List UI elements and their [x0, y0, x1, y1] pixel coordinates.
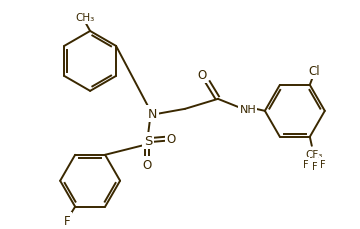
Text: CF₃: CF₃: [305, 149, 323, 159]
Text: O: O: [197, 69, 207, 82]
Text: F: F: [320, 159, 325, 169]
Text: F: F: [64, 214, 71, 227]
Text: N: N: [147, 108, 157, 121]
Text: S: S: [144, 135, 152, 148]
Text: O: O: [166, 133, 176, 146]
Text: F: F: [312, 161, 318, 171]
Text: O: O: [143, 158, 152, 172]
Text: CH₃: CH₃: [76, 13, 95, 23]
Text: NH: NH: [239, 104, 256, 114]
Text: F: F: [303, 159, 309, 169]
Text: Cl: Cl: [308, 65, 320, 78]
